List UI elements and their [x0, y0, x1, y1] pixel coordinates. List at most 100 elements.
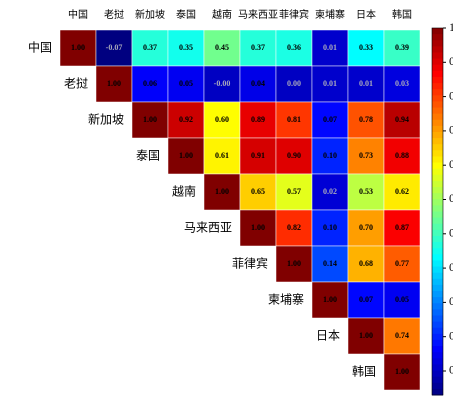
cell-label: 0.65	[251, 187, 265, 196]
heatmap-cell	[167, 29, 205, 67]
colorbar-tick-label: 0.0	[449, 363, 453, 377]
colorbar-segment	[432, 315, 443, 323]
heatmap-cell	[239, 173, 277, 211]
cell-label: 0.82	[287, 223, 301, 232]
cell-label: 0.94	[395, 115, 409, 124]
colorbar-segment	[432, 83, 443, 90]
cell-label: 0.10	[323, 223, 337, 232]
cell-label: 0.45	[215, 43, 229, 52]
heatmap-cell	[311, 281, 349, 319]
heatmap-cell	[383, 209, 421, 247]
heatmap-cell	[275, 137, 313, 175]
colorbar-segment	[432, 89, 443, 96]
heatmap-cell	[203, 101, 241, 139]
colorbar-tick-label: 0.4	[449, 226, 453, 240]
row-label: 越南	[172, 184, 196, 199]
heatmap-cell	[347, 245, 385, 283]
cell-label: 0.78	[359, 115, 373, 124]
colorbar-segment	[432, 46, 443, 53]
row-label: 菲律宾	[232, 256, 268, 271]
colorbar-segment	[432, 223, 443, 231]
heatmap-cell	[383, 353, 421, 391]
cell-label: 0.92	[179, 115, 193, 124]
colorbar-segment	[432, 291, 443, 298]
cell-label: 0.77	[395, 259, 409, 268]
cell-label: 0.05	[179, 79, 193, 88]
heatmap-cell	[59, 29, 97, 67]
heatmap-cell	[347, 173, 385, 211]
heatmap-cell	[203, 65, 241, 103]
colorbar-tick-label: 0.6	[449, 157, 453, 171]
colorbar-segment	[432, 242, 443, 249]
colorbar-segment	[432, 156, 443, 164]
colorbar-tick-label: 0.1	[449, 328, 453, 342]
cell-label: 0.35	[179, 43, 193, 52]
colorbar-tick-label: 0.2	[449, 294, 453, 308]
cell-label: 0.81	[287, 115, 301, 124]
cell-label: 0.37	[143, 43, 157, 52]
colorbar-segment	[432, 327, 443, 335]
colorbar-tick-label: 0.8	[449, 88, 453, 102]
cell-label: 0.03	[395, 79, 409, 88]
heatmap-cell	[167, 137, 205, 175]
heatmap-cell	[275, 65, 313, 103]
cell-label: 0.02	[323, 187, 337, 196]
heatmap-cell	[311, 173, 349, 211]
colorbar-segment	[432, 266, 443, 274]
colorbar-tick-label: 0.9	[449, 54, 453, 68]
column-label: 越南	[212, 8, 232, 21]
row-label: 泰国	[136, 149, 160, 163]
colorbar-segment	[432, 235, 443, 243]
cell-label: 1.00	[107, 79, 121, 88]
cell-label: 0.62	[395, 187, 409, 196]
colorbar-segment	[432, 376, 443, 384]
cell-label: 0.73	[359, 151, 373, 160]
heatmap-cell	[239, 101, 277, 139]
heatmap-cell	[383, 29, 421, 67]
colorbar-segment	[432, 346, 443, 353]
cell-label: 0.01	[323, 43, 337, 52]
colorbar-segment	[432, 52, 443, 60]
colorbar-segment	[432, 217, 443, 225]
cell-label: 0.57	[287, 187, 301, 196]
row-label: 韩国	[352, 364, 376, 379]
heatmap-cell	[311, 65, 349, 103]
cell-label: 0.36	[287, 43, 301, 52]
cell-label: 0.68	[359, 259, 373, 268]
colorbar-segment	[432, 107, 443, 115]
cell-label: 0.70	[359, 223, 373, 232]
cell-label: 1.00	[359, 331, 373, 340]
cell-label: 0.91	[251, 151, 265, 160]
row-label: 日本	[316, 329, 340, 343]
colorbar-segment	[432, 34, 443, 41]
colorbar-segment	[432, 150, 443, 157]
colorbar-segment	[432, 278, 443, 286]
column-label: 马来西亚	[238, 9, 278, 21]
colorbar-segment	[432, 125, 443, 133]
colorbar-segment	[432, 180, 443, 188]
cell-label: 0.07	[323, 115, 337, 124]
cell-label: 0.14	[323, 259, 337, 268]
cell-label: 0.90	[287, 151, 301, 160]
colorbar-segment	[432, 76, 443, 84]
colorbar-segment	[432, 131, 443, 139]
cell-label: 0.33	[359, 43, 373, 52]
cell-label: 0.37	[251, 43, 265, 52]
heatmap-cell	[239, 29, 277, 67]
cell-label: 0.87	[395, 223, 409, 232]
heatmap-cell	[203, 173, 241, 211]
heatmap-cell	[383, 101, 421, 139]
colorbar-segment	[432, 187, 443, 194]
heatmap-cell	[311, 29, 349, 67]
colorbar-segment	[432, 303, 443, 310]
heatmap-cell	[275, 173, 313, 211]
heatmap-cell	[347, 281, 385, 319]
colorbar-segment	[432, 254, 443, 261]
cell-label: 0.61	[215, 151, 229, 160]
column-label: 韩国	[392, 8, 412, 21]
colorbar-segment	[432, 40, 443, 47]
column-label: 日本	[356, 8, 376, 21]
colorbar-segment	[432, 272, 443, 280]
colorbar-segment	[432, 382, 443, 390]
heatmap-cell	[311, 209, 349, 247]
